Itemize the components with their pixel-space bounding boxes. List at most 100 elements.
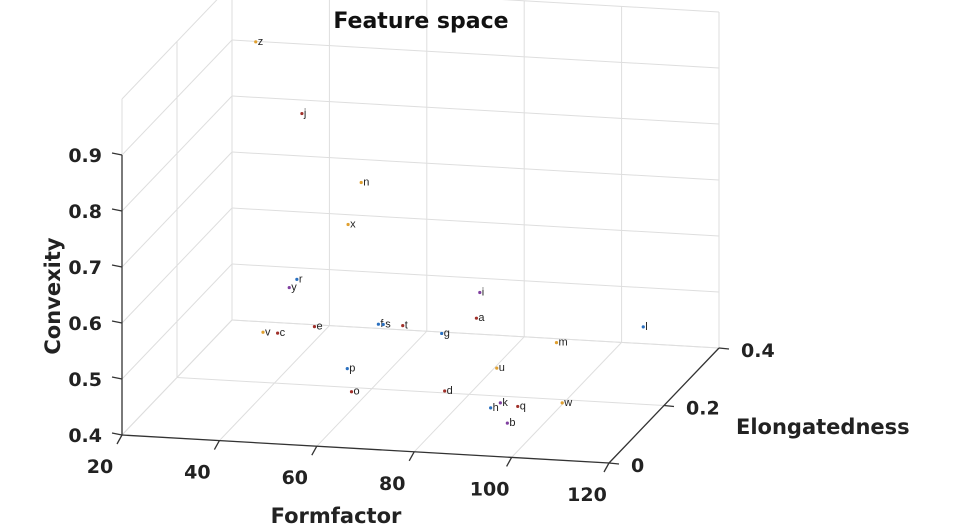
data-point-label-d: d xyxy=(447,385,453,397)
data-point-label-n: n xyxy=(363,177,369,189)
data-point-m xyxy=(554,341,559,345)
x-axis-line xyxy=(121,434,610,464)
y-tick-mark xyxy=(608,462,620,465)
data-point-o xyxy=(349,390,354,394)
data-point-label-w: w xyxy=(563,397,572,409)
data-point-b xyxy=(505,421,509,425)
data-point-y xyxy=(287,285,291,290)
left-wall-gridline xyxy=(121,319,233,436)
data-point-label-l: l xyxy=(645,321,647,333)
z-tick-mark xyxy=(111,376,123,380)
data-point-f xyxy=(376,322,380,326)
data-point-r xyxy=(295,277,299,281)
data-point-w xyxy=(560,401,564,405)
data-point-d xyxy=(443,389,447,393)
back-wall-gridline xyxy=(231,39,720,69)
x-tick-mark xyxy=(603,462,610,473)
chart-title: Feature space xyxy=(333,9,508,34)
x-tick-mark xyxy=(408,451,415,462)
data-point-h xyxy=(489,406,493,410)
data-point-label-z: z xyxy=(258,36,264,48)
left-wall-gridline xyxy=(121,151,233,268)
z-tick-mark xyxy=(111,320,123,324)
y-axis-label: Elongatedness xyxy=(736,415,910,439)
data-point-label-x: x xyxy=(350,218,356,230)
data-point-t xyxy=(401,324,405,328)
back-wall-gridline xyxy=(231,263,720,293)
z-tick-label: 0.9 xyxy=(68,145,102,167)
x-tick-label: 80 xyxy=(379,473,405,495)
data-point-label-b: b xyxy=(509,417,515,429)
z-axis-label: Convexity xyxy=(41,237,65,355)
data-point-label-h: h xyxy=(493,402,499,414)
data-point-label-q: q xyxy=(520,400,526,412)
data-point-label-t: t xyxy=(405,320,408,332)
data-point-c xyxy=(276,331,280,335)
data-point-label-j: j xyxy=(303,108,306,120)
back-wall-gridline xyxy=(501,0,720,13)
data-point-u xyxy=(495,366,499,370)
y-tick-mark xyxy=(718,347,730,350)
data-point-label-i: i xyxy=(482,286,484,298)
z-tick-label: 0.8 xyxy=(68,201,102,223)
x-tick-mark xyxy=(506,457,513,467)
y-tick-label: 0 xyxy=(631,455,644,477)
axes xyxy=(111,152,730,473)
left-wall-gridline xyxy=(121,0,218,100)
x-tick-label: 60 xyxy=(282,467,308,489)
data-point-label-a: a xyxy=(478,312,485,324)
data-point-label-c: c xyxy=(280,327,286,339)
data-point-label-v: v xyxy=(265,326,271,338)
left-wall-gridline xyxy=(121,263,233,380)
data-point-a xyxy=(474,316,479,320)
data-point-label-p: p xyxy=(349,363,355,375)
x-axis-label: Formfactor xyxy=(271,504,402,528)
y-tick-label: 0.2 xyxy=(686,398,720,420)
z-tick-label: 0.7 xyxy=(68,257,102,279)
x-tick-label: 40 xyxy=(184,462,210,484)
left-wall-gridline xyxy=(121,39,233,156)
data-point-label-o: o xyxy=(354,386,360,398)
x-tick-mark xyxy=(213,440,220,450)
left-wall-gridline xyxy=(121,95,233,212)
data-point-p xyxy=(345,367,349,371)
data-point-l xyxy=(641,325,645,329)
data-point-g xyxy=(440,331,444,336)
data-point-j xyxy=(300,111,304,116)
back-wall-gridline xyxy=(231,319,720,349)
back-wall-gridline xyxy=(231,95,720,125)
left-wall-gridline xyxy=(121,207,233,324)
z-tick-label: 0.6 xyxy=(68,313,102,335)
z-tick-label: 0.5 xyxy=(68,369,102,391)
back-wall-gridline xyxy=(231,151,720,181)
data-point-z xyxy=(254,40,258,44)
data-point-label-m: m xyxy=(558,337,567,349)
data-point-label-u: u xyxy=(499,362,505,374)
data-point-label-y: y xyxy=(291,282,297,294)
data-point-v xyxy=(261,330,265,334)
x-tick-label: 20 xyxy=(87,456,113,478)
x-tick-label: 100 xyxy=(470,478,510,500)
grid xyxy=(121,0,720,464)
z-tick-mark xyxy=(111,432,123,436)
data-point-label-k: k xyxy=(502,397,508,409)
data-point-s xyxy=(381,322,385,327)
data-point-e xyxy=(312,325,317,329)
data-point-label-g: g xyxy=(444,327,450,339)
data-point-i xyxy=(478,290,482,295)
z-tick-mark xyxy=(111,264,123,268)
x-tick-mark xyxy=(116,434,123,445)
data-points: zjnxryvcefstgiapodumlhkqbw xyxy=(254,36,648,429)
data-point-x xyxy=(346,222,350,227)
z-tick-mark xyxy=(111,208,123,212)
data-point-q xyxy=(516,404,520,409)
data-point-n xyxy=(359,180,363,185)
z-tick-label: 0.4 xyxy=(68,425,102,447)
y-tick-mark xyxy=(663,404,675,408)
y-tick-label: 0.4 xyxy=(741,340,775,362)
data-point-label-r: r xyxy=(299,273,303,285)
data-point-k xyxy=(498,401,502,405)
data-point-label-e: e xyxy=(316,321,322,333)
tick-labels: 20 40 60 80 100 120 0 0.2 0.4 0.4 0.5 0.6 0.7 0.8 0.9 xyxy=(68,145,774,506)
